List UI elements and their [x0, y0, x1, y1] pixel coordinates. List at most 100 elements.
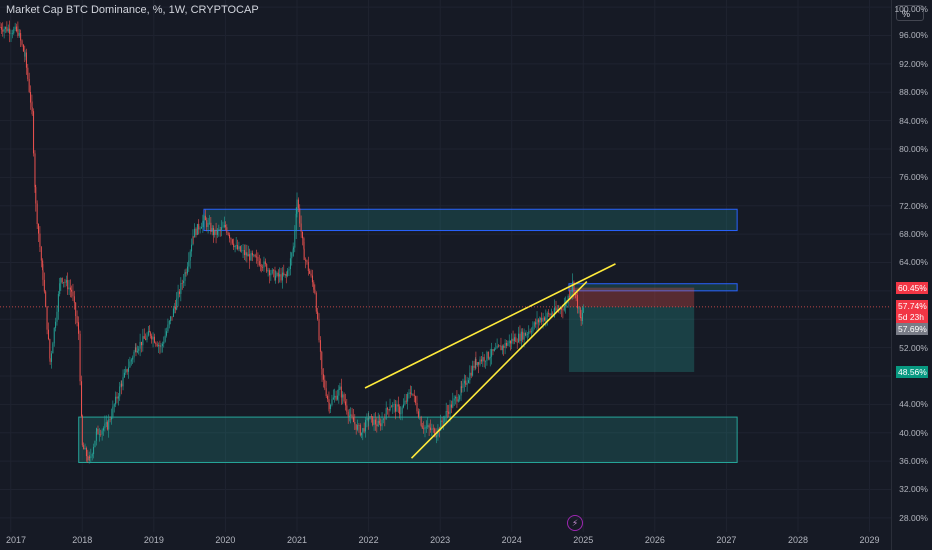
price-chart[interactable]	[0, 0, 892, 550]
candle-body	[395, 404, 397, 412]
candle-body	[457, 399, 459, 402]
candle-body	[21, 40, 23, 45]
candle-body	[9, 28, 11, 34]
candle-body	[65, 280, 67, 283]
candle-body	[27, 67, 29, 80]
candle-body	[387, 408, 389, 410]
candle-body	[385, 408, 387, 420]
candle-body	[253, 254, 255, 256]
candle-body	[271, 269, 273, 274]
candle-body	[463, 380, 465, 384]
candle-body	[283, 272, 285, 275]
candle-body	[432, 428, 434, 430]
candle-body	[49, 339, 51, 359]
candle-body	[292, 247, 294, 250]
candle-body	[5, 27, 6, 29]
candle-body	[359, 425, 361, 436]
candle-body	[423, 428, 425, 430]
candle-body	[425, 426, 427, 428]
candle-body	[339, 386, 341, 390]
current-price-badge: 57.69%	[896, 322, 928, 335]
candle-body	[126, 369, 128, 372]
support-resistance-zones	[78, 208, 738, 463]
candle-body	[245, 252, 247, 256]
candle-body	[153, 336, 155, 343]
time-axis-tick: 2017	[5, 535, 27, 545]
candle-body	[492, 349, 494, 352]
candle-body	[266, 264, 268, 272]
candle-body	[548, 313, 550, 314]
candle-body	[489, 358, 491, 359]
candle-body	[63, 282, 65, 283]
chart-grid	[0, 0, 891, 532]
price-axis-tick: 32.00%	[899, 484, 928, 495]
candle-body	[81, 416, 83, 446]
candle-body	[328, 403, 330, 409]
candle-body	[435, 435, 437, 437]
candle-body	[336, 395, 338, 400]
candle-body	[531, 331, 532, 333]
candle-body	[30, 91, 32, 103]
candle-body	[188, 260, 190, 267]
candle-body	[453, 398, 455, 401]
candle-body	[334, 395, 336, 398]
candle-body	[155, 342, 157, 344]
candle-body	[152, 336, 154, 340]
candle-body	[279, 274, 281, 277]
candle-body	[360, 432, 362, 436]
candle-body	[34, 153, 36, 188]
candle-body	[478, 362, 480, 365]
candle-body	[11, 33, 13, 34]
candle-body	[59, 283, 61, 295]
candle-body	[215, 229, 217, 235]
candle-body	[309, 270, 311, 274]
candle-body	[526, 334, 528, 335]
candle-body	[578, 307, 580, 309]
candle-body	[389, 406, 391, 411]
candle-body	[46, 306, 48, 330]
candle-body	[532, 326, 534, 332]
candle-body	[331, 399, 333, 405]
candle-body	[543, 317, 545, 321]
candle-body	[411, 393, 412, 395]
candle-body	[180, 283, 182, 294]
candle-body	[450, 404, 452, 408]
candle-body	[174, 306, 176, 310]
candle-body	[128, 367, 130, 372]
candle-body	[56, 311, 58, 322]
candle-body	[233, 243, 235, 248]
candle-body	[495, 348, 497, 350]
price-axis-tick: 72.00%	[899, 200, 928, 211]
percent-scale-button[interactable]: %	[896, 5, 924, 21]
candle-body	[88, 456, 90, 458]
candle-body	[242, 250, 244, 251]
candle-body	[520, 331, 522, 341]
candle-body	[69, 287, 71, 290]
candle-body	[132, 357, 134, 360]
time-axis-tick: 2023	[430, 535, 451, 545]
candle-body	[523, 332, 525, 340]
candle-body	[264, 261, 266, 265]
candle-body	[496, 345, 498, 349]
candle-body	[50, 353, 52, 362]
time-axis-tick: 2018	[72, 535, 93, 545]
candle-body	[146, 335, 148, 340]
candle-body	[343, 394, 345, 402]
bar-countdown-badge: 5d 23h	[896, 310, 928, 323]
candle-body	[315, 293, 317, 312]
lightning-icon[interactable]: ⚡	[567, 515, 583, 531]
candle-body	[566, 303, 568, 304]
time-axis-tick: 2027	[716, 535, 737, 545]
candle-body	[564, 303, 566, 307]
candle-body	[258, 261, 260, 266]
candle-body	[112, 406, 114, 417]
candle-body	[475, 358, 477, 366]
candle-body	[257, 256, 259, 262]
candle-body	[518, 333, 520, 343]
candle-body	[284, 274, 286, 275]
candle-body	[318, 319, 320, 341]
candle-body	[249, 254, 251, 261]
candle-body	[404, 400, 406, 405]
candle-body	[305, 259, 307, 261]
candle-body	[267, 270, 269, 272]
